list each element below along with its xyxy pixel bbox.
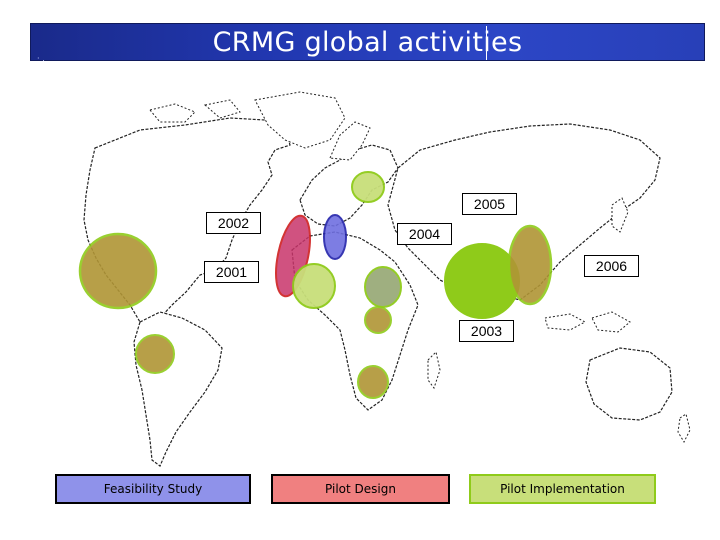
legend-pilot-implementation: Pilot Implementation	[469, 474, 656, 504]
greenland-outline	[254, 91, 346, 149]
marker-middle-east	[364, 266, 402, 308]
year-label-2002: 2002	[206, 212, 261, 234]
marker-north-america	[78, 232, 158, 310]
marker-russia	[351, 171, 385, 203]
text-cursor	[486, 26, 487, 60]
year-label-2001: 2001	[204, 261, 259, 283]
marker-south-america	[135, 334, 175, 374]
year-label-2003: 2003	[459, 320, 514, 342]
madagascar-outline	[427, 351, 441, 390]
year-label-2005: 2005	[462, 193, 517, 215]
marker-east-europe-feasibility	[323, 214, 347, 260]
legend-pilot-design: Pilot Design	[271, 474, 450, 504]
title-bar: · . CRMG global activities	[30, 23, 705, 63]
marker-north-africa	[292, 263, 336, 309]
marker-southern-africa	[357, 365, 389, 399]
south-america-outline	[133, 311, 223, 467]
title-decoration: · .	[37, 54, 45, 63]
australia-outline	[585, 347, 673, 421]
year-label-2006: 2006	[584, 255, 639, 277]
year-label-2004: 2004	[397, 223, 452, 245]
marker-india	[444, 243, 520, 319]
scandinavia-outline	[329, 121, 371, 161]
africa-outline	[291, 231, 419, 411]
legend-feasibility-study: Feasibility Study	[55, 474, 251, 504]
page-title: CRMG global activities	[212, 27, 523, 58]
indonesia-outline	[544, 311, 631, 333]
japan-outline	[611, 197, 629, 233]
arctic-islands	[149, 99, 241, 123]
marker-china	[507, 224, 553, 306]
marker-east-africa	[364, 306, 392, 334]
new-zealand-outline	[677, 413, 691, 444]
europe-outline	[299, 144, 399, 227]
